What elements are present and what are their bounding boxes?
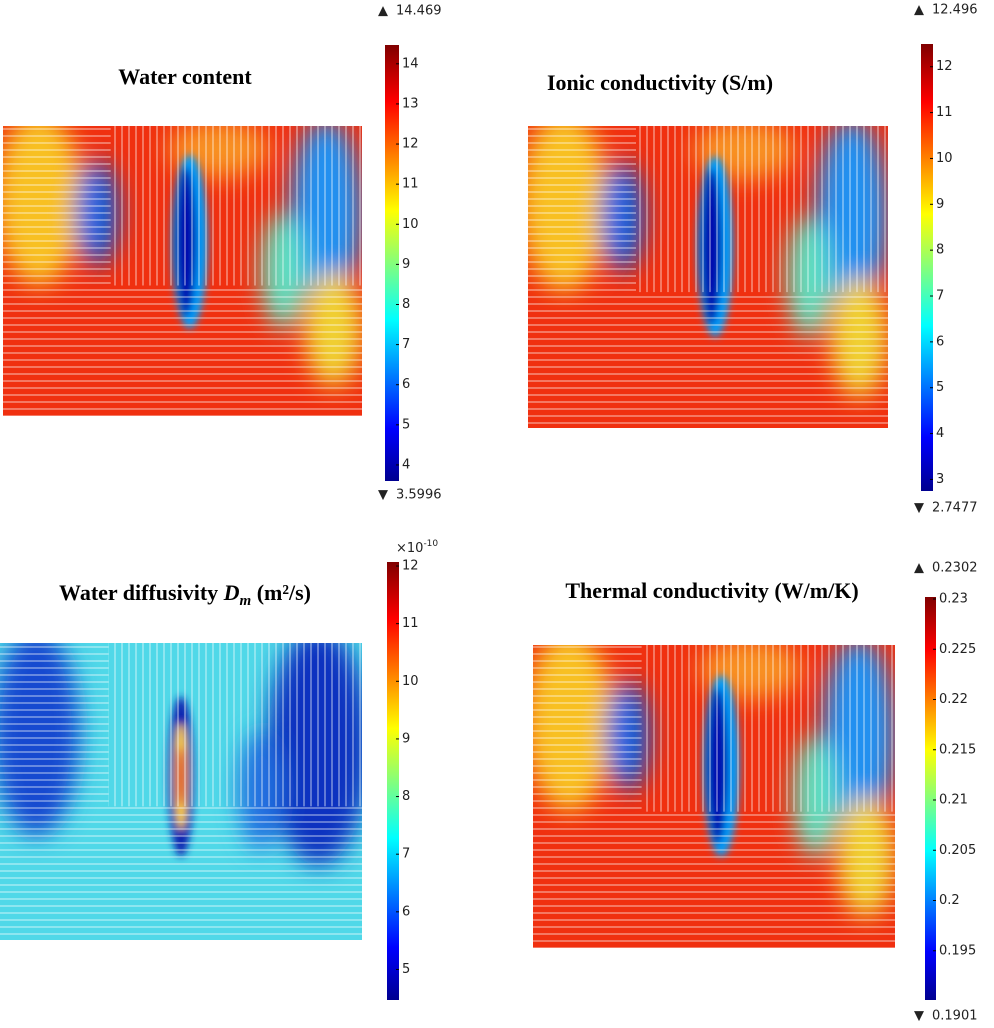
colorbar-tick-label: 6 — [402, 377, 410, 392]
colorbar-tick-label: 11 — [402, 616, 419, 631]
stripes — [3, 126, 111, 286]
colorbar-tick-label: 9 — [402, 257, 410, 272]
stripes — [779, 645, 895, 812]
colorbar-tick-label: 0.215 — [939, 742, 976, 757]
colorbar-tick-label: 11 — [402, 177, 419, 192]
colorbar-tick-label: 10 — [402, 674, 419, 689]
colorbar-tick-label: 3 — [936, 472, 944, 487]
title-part: D — [223, 580, 240, 605]
heatmap — [528, 126, 888, 428]
heatmap — [533, 645, 895, 948]
colorbar-tick-label: 9 — [402, 731, 410, 746]
colorbar-tick-label: 10 — [402, 217, 419, 232]
colorbar-tick-label: 0.23 — [939, 592, 968, 607]
panel-title: Thermal conductivity (W/m/K) — [565, 578, 858, 603]
colorbar-tick-label: 0.21 — [939, 793, 968, 808]
stripes — [247, 126, 362, 286]
stripes — [3, 285, 362, 416]
colorbar-tick-label: 5 — [936, 380, 944, 395]
multiplier-exponent: -10 — [423, 539, 438, 549]
colorbar-tick-label: 8 — [402, 297, 410, 312]
multiplier-base: ×10 — [396, 541, 423, 556]
multiplier: ×10-10 — [396, 539, 438, 556]
colorbar-tick-label: 4 — [402, 457, 410, 472]
min-marker: ▼ — [914, 1009, 924, 1024]
colorbar — [925, 597, 936, 1000]
colorbar-tick-label: 7 — [402, 847, 410, 862]
stripes — [528, 292, 888, 428]
panel-title: Water content — [118, 64, 252, 89]
min-label: 2.7477 — [932, 501, 978, 516]
colorbar — [921, 44, 933, 491]
stripes — [0, 806, 362, 940]
colorbar-tick-label: 0.205 — [939, 843, 976, 858]
colorbar-tick-label: 12 — [402, 137, 419, 152]
max-label: 0.2302 — [932, 561, 978, 576]
colorbar-tick-label: 0.22 — [939, 692, 968, 707]
stripes — [0, 643, 109, 807]
stripes — [110, 126, 248, 286]
title-part: Water diffusivity — [59, 580, 224, 605]
stripes — [636, 126, 773, 293]
max-marker: ▲ — [914, 3, 924, 18]
colorbar-tick-label: 7 — [402, 337, 410, 352]
stripes — [772, 126, 888, 293]
colorbar-tick-label: 13 — [402, 96, 419, 111]
max-label: 14.469 — [396, 4, 442, 19]
min-label: 0.1901 — [932, 1009, 978, 1024]
stripes — [246, 643, 362, 807]
stripes — [533, 811, 895, 948]
max-label: 12.496 — [932, 3, 978, 18]
min-marker: ▼ — [378, 488, 388, 503]
colorbar-tick-label: 5 — [402, 417, 410, 432]
colorbar-tick-label: 0.195 — [939, 943, 976, 958]
panel-title: Water diffusivity Dm (m²/s) — [59, 580, 311, 609]
stripes — [641, 645, 780, 812]
colorbar-tick-label: 9 — [936, 197, 944, 212]
colorbar-tick-label: 6 — [402, 904, 410, 919]
colorbar-tick-label: 12 — [402, 559, 419, 574]
colorbar-tick-label: 12 — [936, 59, 953, 74]
title-part: m — [240, 593, 252, 609]
stripes — [528, 126, 636, 293]
max-marker: ▲ — [378, 4, 388, 19]
colorbar-tick-label: 14 — [402, 56, 419, 71]
colorbar-tick-label: 4 — [936, 426, 944, 441]
min-label: 3.5996 — [396, 488, 442, 503]
colorbar-tick-label: 0.225 — [939, 642, 976, 657]
colorbar-tick-label: 6 — [936, 334, 944, 349]
colorbar-tick-label: 11 — [936, 105, 953, 120]
max-marker: ▲ — [914, 561, 924, 576]
colorbar — [387, 562, 399, 1000]
colorbar-tick-label: 5 — [402, 962, 410, 977]
heatmap — [3, 126, 362, 416]
stripes — [533, 645, 642, 812]
colorbar — [385, 45, 399, 481]
min-marker: ▼ — [914, 501, 924, 516]
colorbar-tick-label: 8 — [402, 789, 410, 804]
colorbar-tick-label: 10 — [936, 151, 953, 166]
heatmap — [0, 643, 362, 940]
colorbar-tick-label: 8 — [936, 243, 944, 258]
panel-title: Ionic conductivity (S/m) — [547, 70, 773, 95]
title-part: (m²/s) — [251, 580, 311, 605]
stripes — [108, 643, 247, 807]
colorbar-tick-label: 0.2 — [939, 893, 960, 908]
colorbar-tick-label: 7 — [936, 289, 944, 304]
